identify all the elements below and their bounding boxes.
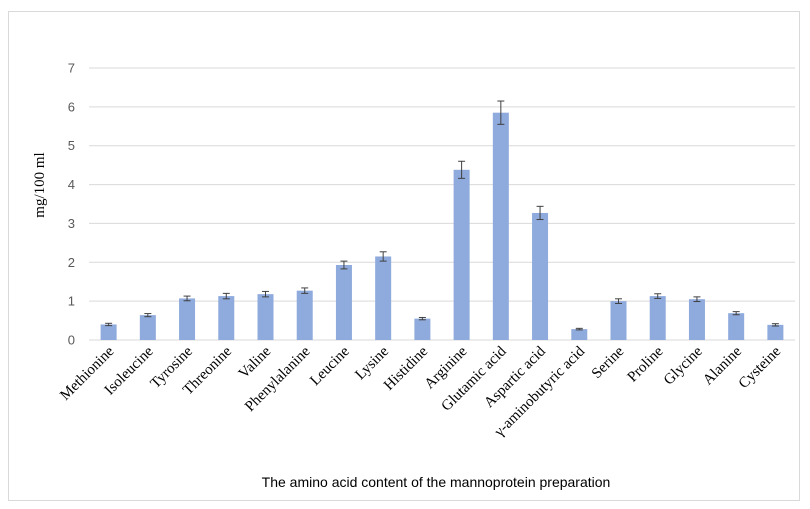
bar (100, 324, 117, 340)
bar (296, 290, 313, 340)
y-tick-label: 5 (68, 138, 75, 153)
y-tick-label: 7 (68, 61, 75, 76)
y-tick-labels: 0 1 2 3 4 5 6 7 (68, 61, 75, 348)
bar (571, 329, 588, 340)
y-tick-label: 1 (68, 294, 75, 309)
y-tick-label: 3 (68, 216, 75, 231)
chart-frame (8, 11, 800, 501)
bar (688, 299, 705, 340)
x-tick-label: Cysteine (736, 343, 785, 392)
bar (218, 296, 235, 340)
gridlines (89, 67, 795, 341)
x-axis-label: The amino acid content of the mannoprote… (262, 474, 611, 490)
bar (414, 318, 431, 340)
y-axis-label: mg/100 ml (32, 152, 48, 217)
bar (375, 256, 392, 340)
bar (257, 294, 274, 340)
bar (767, 324, 784, 340)
x-tick-label: Serine (589, 343, 628, 382)
x-tick-label: Glycine (661, 343, 706, 388)
y-tick-label: 0 (68, 333, 75, 348)
y-tick-label: 6 (68, 99, 75, 114)
x-tick-label: Proline (625, 343, 667, 385)
bar (139, 315, 156, 340)
x-tick-label: Histidine (381, 343, 431, 393)
bar (649, 296, 666, 340)
error-bars (105, 100, 779, 331)
bar (610, 301, 627, 340)
y-tick-label: 4 (68, 177, 75, 192)
bar (728, 313, 745, 340)
bar (492, 112, 509, 340)
x-tick-label: Leucine (307, 343, 353, 389)
bar (335, 265, 352, 340)
bar (453, 169, 470, 340)
y-tick-label: 2 (68, 255, 75, 270)
bar (532, 212, 549, 340)
bar (179, 298, 196, 340)
bars (100, 112, 784, 340)
